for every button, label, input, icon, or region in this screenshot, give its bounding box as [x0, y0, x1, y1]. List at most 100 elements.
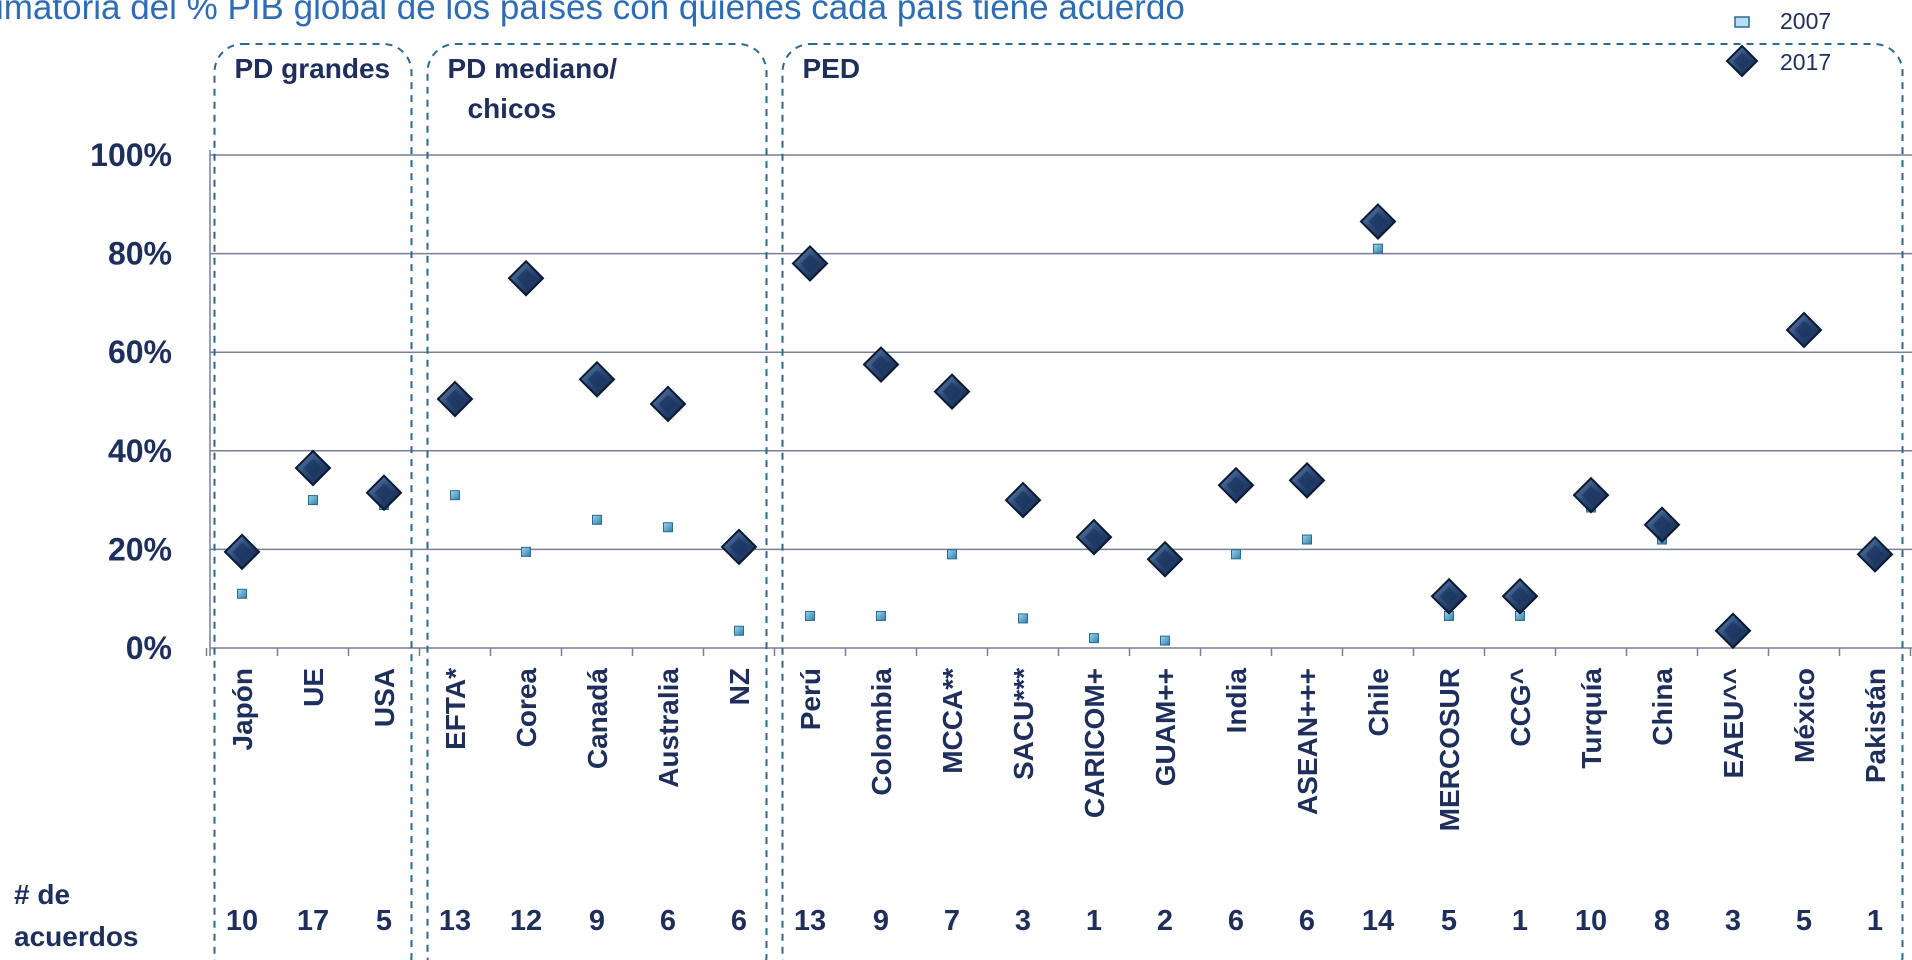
- agreement-count: 5: [1796, 905, 1812, 937]
- point-2017: [507, 259, 545, 297]
- agreement-count: 13: [439, 905, 471, 937]
- point-2017: [1217, 466, 1255, 504]
- y-tick-label: 80%: [108, 236, 172, 272]
- point-2007: [1231, 549, 1241, 560]
- point-2017: [862, 346, 900, 383]
- point-2017: [1004, 481, 1042, 519]
- agreement-count: 14: [1362, 905, 1394, 937]
- agreement-count: 10: [226, 905, 258, 937]
- point-2017: [1643, 506, 1681, 544]
- agreement-count: 7: [944, 905, 960, 937]
- x-tick-label: GUAM++: [1150, 668, 1181, 786]
- point-2017: [294, 449, 332, 487]
- point-2017: [1075, 518, 1113, 556]
- chart-title: imatoria del % PIB global de los países …: [0, 0, 1185, 27]
- x-tick-label: Canadá: [582, 668, 613, 770]
- agreement-count: 17: [297, 905, 329, 937]
- agreement-count: 13: [794, 905, 826, 937]
- point-2017: [223, 533, 261, 571]
- point-2007: [663, 522, 673, 533]
- y-tick-label: 60%: [108, 334, 172, 370]
- agreement-count: 6: [731, 905, 747, 937]
- point-2007: [1302, 534, 1312, 545]
- group-label-line2: chicos: [468, 93, 557, 124]
- counts-label: # de: [14, 879, 70, 910]
- agreement-count: 6: [660, 905, 676, 937]
- point-2007: [734, 625, 744, 636]
- x-tick-label: EFTA*: [440, 668, 471, 750]
- x-tick-label: Japón: [227, 668, 258, 750]
- point-2007: [1089, 633, 1099, 644]
- point-2017: [1856, 535, 1894, 573]
- x-tick-label: CCG^: [1505, 668, 1536, 747]
- agreement-count: 12: [510, 905, 542, 937]
- agreement-count: 8: [1654, 905, 1670, 937]
- x-tick-label: EAEU^^: [1718, 668, 1749, 779]
- agreement-count: 5: [376, 905, 392, 937]
- legend-label-2007: 2007: [1780, 8, 1831, 34]
- y-tick-label: 0%: [126, 630, 172, 666]
- x-tick-label: Australia: [653, 668, 684, 788]
- x-tick-label: CARICOM+: [1079, 668, 1110, 818]
- x-tick-label: India: [1221, 668, 1252, 734]
- x-tick-label: Corea: [511, 668, 542, 748]
- x-tick-label: Chile: [1363, 668, 1394, 736]
- point-2007: [521, 546, 531, 557]
- point-2007: [947, 549, 957, 560]
- legend-marker-2017: [1725, 44, 1759, 78]
- point-2017: [649, 385, 687, 423]
- point-2007: [237, 588, 247, 599]
- x-tick-label: Colombia: [866, 668, 897, 796]
- x-tick-label: MERCOSUR: [1434, 668, 1465, 831]
- agreement-count: 2: [1157, 905, 1173, 937]
- x-tick-label: SACU***: [1008, 668, 1039, 780]
- agreement-count: 5: [1441, 905, 1457, 937]
- x-tick-label: MCCA**: [937, 668, 968, 774]
- point-2017: [365, 474, 403, 512]
- point-2007: [308, 495, 318, 506]
- x-tick-label: NZ: [724, 668, 755, 705]
- agreement-count: 6: [1299, 905, 1315, 937]
- group-box: [213, 43, 413, 960]
- group-label: PED: [803, 53, 861, 84]
- y-tick-label: 100%: [90, 137, 172, 173]
- point-2017: [1785, 311, 1823, 349]
- point-2007: [1018, 613, 1028, 624]
- legend-marker-2007: [1734, 16, 1750, 28]
- point-2017: [1359, 203, 1397, 240]
- point-2017: [1430, 577, 1468, 615]
- x-tick-label: Pakistán: [1860, 668, 1891, 783]
- point-2017: [1501, 577, 1539, 615]
- agreement-count: 3: [1015, 905, 1031, 937]
- agreement-count: 6: [1228, 905, 1244, 937]
- point-2007: [450, 490, 460, 501]
- point-2007: [1373, 243, 1383, 254]
- point-2017: [1146, 540, 1184, 578]
- point-2017: [1572, 476, 1610, 514]
- point-2017: [1288, 461, 1326, 499]
- legend: 2007 2017: [1725, 8, 1831, 78]
- point-2017: [436, 380, 474, 418]
- point-2007: [1160, 635, 1170, 646]
- x-tick-label: USA: [369, 668, 400, 727]
- x-tick-label: México: [1789, 668, 1820, 763]
- agreement-count: 9: [873, 905, 889, 937]
- y-tick-label: 40%: [108, 433, 172, 469]
- counts-label-2: acuerdos: [14, 921, 139, 952]
- y-tick-label: 20%: [108, 531, 172, 567]
- x-tick-label: China: [1647, 668, 1678, 746]
- point-2017: [1714, 612, 1752, 650]
- group-label: PD grandes: [235, 53, 391, 84]
- point-2017: [578, 360, 616, 398]
- agreement-count: 9: [589, 905, 605, 937]
- point-2017: [791, 245, 829, 282]
- group-label: PD mediano/: [448, 53, 618, 84]
- point-2007: [805, 610, 815, 621]
- agreement-count: 1: [1086, 905, 1102, 937]
- group-box: [426, 43, 768, 960]
- point-2007: [876, 610, 886, 621]
- agreement-count: 1: [1512, 905, 1528, 937]
- x-tick-label: ASEAN+++: [1292, 668, 1323, 815]
- agreement-count: 3: [1725, 905, 1741, 937]
